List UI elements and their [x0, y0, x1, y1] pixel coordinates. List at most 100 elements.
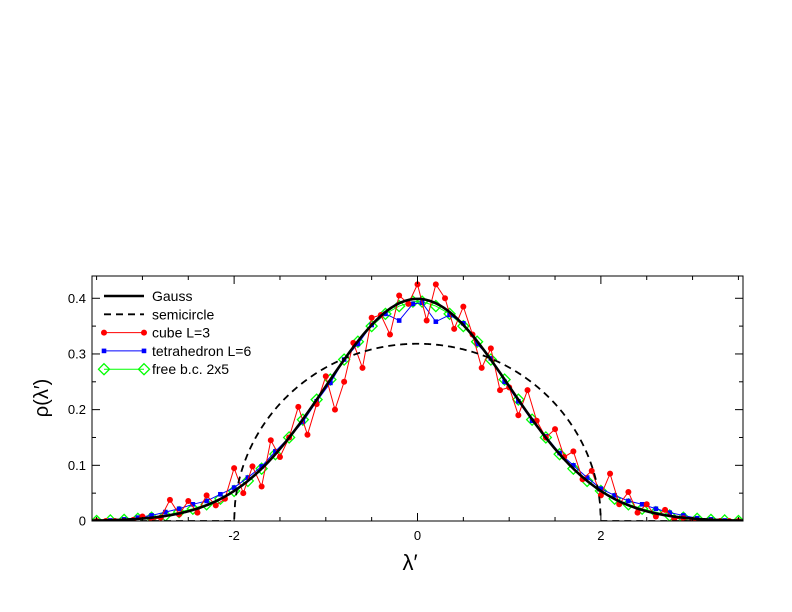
- legend-label: Gauss: [152, 288, 192, 304]
- legend-item: Gauss: [104, 288, 192, 304]
- data-point: [268, 447, 282, 461]
- data-point: [442, 295, 449, 302]
- y-tick-label: 0.2: [68, 402, 86, 417]
- data-point: [625, 489, 632, 496]
- data-point: [212, 502, 219, 509]
- data-point: [460, 303, 467, 310]
- legend: Gauss semicircle cube L=3 tetrahedron L=6 fr…: [97, 288, 251, 377]
- data-point: [432, 281, 439, 288]
- data-point: [704, 513, 718, 521]
- x-tick-label: 0: [414, 528, 421, 543]
- data-point: [204, 498, 209, 504]
- legend-label: cube L=3: [152, 325, 210, 341]
- data-point: [643, 501, 650, 508]
- data-point: [190, 501, 196, 507]
- data-point: [690, 512, 704, 521]
- data-point: [498, 373, 512, 386]
- data-point: [331, 406, 338, 413]
- gauss-curve: [92, 297, 743, 521]
- data-point: [172, 505, 186, 519]
- data-point: [588, 467, 595, 474]
- data-point: [97, 362, 111, 376]
- data-point: [667, 510, 672, 515]
- data-point: [511, 393, 525, 407]
- data-point: [322, 373, 329, 380]
- data-point: [258, 483, 265, 490]
- legend-label: semicircle: [152, 306, 214, 322]
- data-point: [231, 485, 237, 490]
- x-axis-label: λ′: [402, 550, 417, 575]
- legend-label: free b.c. 2x5: [152, 361, 229, 377]
- data-point: [443, 307, 457, 321]
- y-tick-label: 0.1: [68, 458, 86, 473]
- data-point: [282, 431, 296, 444]
- data-point: [396, 292, 403, 299]
- data-point: [267, 437, 274, 444]
- data-point: [368, 314, 375, 321]
- data-point: [639, 501, 645, 507]
- data-point: [539, 431, 553, 444]
- data-point: [185, 497, 192, 504]
- data-point: [571, 463, 576, 468]
- legend-label: tetrahedron L=6: [152, 343, 251, 359]
- data-point: [584, 475, 590, 480]
- data-point: [378, 307, 392, 321]
- data-point: [186, 502, 200, 516]
- data-point: [553, 447, 567, 461]
- semicircle-curve: [92, 342, 743, 521]
- data-point: [653, 506, 659, 512]
- legend-item: cube L=3: [101, 325, 210, 341]
- y-tick-label: 0: [79, 514, 86, 529]
- data-point: [497, 387, 504, 394]
- data-point: [276, 453, 283, 460]
- data-point: [295, 403, 302, 410]
- data-point: [410, 301, 416, 307]
- data-point: [470, 335, 484, 349]
- data-point: [351, 335, 365, 349]
- data-point: [474, 341, 480, 347]
- data-point: [218, 491, 223, 497]
- legend-item: semicircle: [104, 306, 214, 322]
- data-point: [662, 506, 669, 513]
- data-point: [149, 513, 154, 518]
- data-point: [396, 318, 402, 323]
- data-point: [612, 493, 617, 498]
- data-point: [273, 449, 278, 454]
- data-point: [296, 413, 310, 427]
- data-point: [607, 470, 614, 477]
- data-point: [451, 325, 458, 332]
- x-axis: -2 0 2: [96, 276, 739, 543]
- data-point: [386, 331, 393, 338]
- data-point: [524, 387, 531, 394]
- data-point: [552, 426, 559, 433]
- x-tick-label: -2: [228, 528, 240, 543]
- data-point: [456, 319, 470, 333]
- data-point: [231, 465, 238, 472]
- data-point: [101, 348, 107, 354]
- data-point: [259, 464, 264, 469]
- data-point: [245, 475, 251, 480]
- data-point: [515, 412, 522, 419]
- data-point: [194, 509, 201, 516]
- legend-item: free b.c. 2x5: [97, 361, 229, 377]
- data-point: [383, 311, 388, 317]
- data-point: [626, 498, 631, 504]
- data-point: [176, 506, 182, 512]
- data-point: [487, 345, 494, 352]
- data-point: [570, 448, 577, 455]
- data-point: [166, 496, 173, 503]
- data-point: [405, 300, 412, 307]
- y-axis-label: ρ(λ′): [31, 379, 53, 417]
- legend-item: tetrahedron L=6: [101, 343, 251, 359]
- data-point: [433, 319, 439, 324]
- y-tick-label: 0.4: [68, 291, 86, 306]
- data-point: [634, 509, 641, 516]
- data-point: [365, 319, 379, 333]
- data-point: [203, 492, 210, 499]
- data-point: [304, 431, 311, 438]
- x-tick-label: 2: [597, 528, 604, 543]
- data-point: [478, 364, 485, 371]
- data-point: [101, 329, 107, 336]
- data-point: [141, 348, 147, 354]
